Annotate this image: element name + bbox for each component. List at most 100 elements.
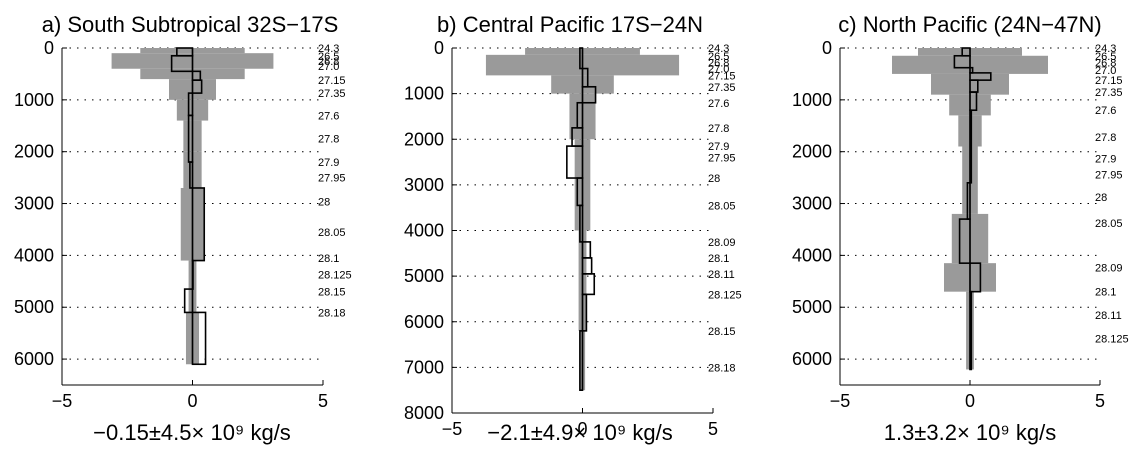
- density-label: 28.11: [1095, 310, 1122, 322]
- y-tick-label: 2000: [792, 142, 832, 162]
- density-label: 28.11: [708, 269, 735, 281]
- density-label: 28.1: [318, 253, 339, 265]
- density-label: 27.0: [1095, 65, 1116, 77]
- transport-bar: [579, 330, 584, 391]
- transport-bar: [183, 288, 194, 314]
- y-tick-label: 4000: [404, 221, 444, 241]
- y-tick-label: 3000: [14, 194, 54, 214]
- density-label: 28.125: [1095, 333, 1129, 345]
- transport-bar: [191, 311, 207, 366]
- transport-bar: [958, 218, 971, 264]
- density-label: 27.35: [318, 88, 346, 100]
- density-label: 24.3: [708, 43, 729, 55]
- density-label: 28.05: [1095, 218, 1123, 230]
- density-label: 26.8: [708, 58, 729, 70]
- x-tick-label: −5: [52, 391, 73, 411]
- density-label: 27.35: [708, 82, 736, 94]
- x-axis-label: −0.15±4.5× 10⁹ kg/s: [93, 420, 291, 445]
- y-tick-label: 6000: [792, 349, 832, 369]
- x-tick-label: 0: [187, 391, 197, 411]
- density-label: 26.5: [318, 51, 339, 63]
- density-label: 28.18: [318, 307, 346, 319]
- density-label: 27.6: [318, 110, 339, 122]
- density-label: 26.8: [1095, 58, 1116, 70]
- density-label: 26.5: [1095, 51, 1116, 63]
- y-tick-label: 2000: [404, 129, 444, 149]
- panel-north-pacific: c) North Pacific (24N−47N) 1.3±3.2× 10⁹ …: [792, 12, 1129, 445]
- density-label: 27.95: [1095, 170, 1123, 182]
- y-tick-label: 8000: [404, 403, 444, 423]
- x-tick-label: 0: [577, 419, 587, 439]
- density-label: 28.05: [708, 200, 736, 212]
- density-label: 27.95: [708, 153, 736, 165]
- density-label: 26.5: [708, 51, 729, 63]
- y-tick-label: 1000: [14, 90, 54, 110]
- density-label: 28: [1095, 192, 1107, 204]
- density-label: 28.125: [318, 270, 352, 282]
- density-label: 27.95: [318, 173, 346, 185]
- density-label: 27.8: [318, 134, 339, 146]
- y-tick-label: 5000: [792, 297, 832, 317]
- y-tick-label: 0: [822, 38, 832, 58]
- transport-bar: [969, 290, 973, 371]
- y-tick-label: 5000: [404, 266, 444, 286]
- density-label: 28.18: [708, 362, 736, 374]
- y-tick-label: 6000: [14, 349, 54, 369]
- transport-bar: [969, 91, 978, 112]
- transport-bar: [170, 54, 194, 73]
- density-label: 28.1: [708, 253, 729, 265]
- density-label: 26.8: [318, 56, 339, 68]
- transport-bar: [969, 72, 992, 81]
- x-tick-label: 5: [708, 419, 718, 439]
- density-label: 27.9: [1095, 153, 1116, 165]
- density-label: 28.125: [708, 289, 742, 301]
- transport-bar: [969, 262, 982, 293]
- density-label: 28: [708, 173, 720, 185]
- transport-bar: [191, 259, 194, 290]
- transport-bar: [191, 187, 206, 262]
- y-tick-label: 1000: [792, 90, 832, 110]
- y-tick-label: 3000: [792, 194, 832, 214]
- density-label: 28: [318, 196, 330, 208]
- density-label: 28.15: [318, 287, 346, 299]
- y-tick-label: 5000: [14, 297, 54, 317]
- y-tick-label: 0: [44, 38, 54, 58]
- x-tick-label: −5: [830, 391, 851, 411]
- x-tick-label: −5: [442, 419, 463, 439]
- panel-title: a) South Subtropical 32S−17S: [42, 12, 339, 37]
- density-label: 27.0: [318, 61, 339, 73]
- transport-bar: [566, 145, 584, 179]
- transport-bar: [581, 293, 588, 332]
- transport-bar: [191, 79, 203, 94]
- transport-bar: [969, 109, 973, 184]
- x-tick-label: 5: [318, 391, 328, 411]
- x-tick-label: 0: [965, 391, 975, 411]
- density-label: 27.0: [708, 64, 729, 76]
- y-tick-label: 6000: [404, 312, 444, 332]
- density-label: 27.15: [708, 70, 736, 82]
- panel-title: c) North Pacific (24N−47N): [838, 12, 1101, 37]
- density-label: 28.15: [708, 326, 736, 338]
- density-label: 27.6: [708, 98, 729, 110]
- transport-bar: [579, 204, 584, 243]
- panel-south-subtropical: a) South Subtropical 32S−17S −0.15±4.5× …: [14, 12, 352, 445]
- y-tick-label: 1000: [404, 84, 444, 104]
- density-label: 28.09: [1095, 262, 1123, 274]
- y-tick-label: 7000: [404, 357, 444, 377]
- density-label: 27.9: [318, 157, 339, 169]
- density-label: 24.3: [318, 43, 339, 55]
- panel-title: b) Central Pacific 17S−24N: [437, 12, 703, 37]
- density-label: 27.15: [318, 75, 346, 87]
- density-label: 24.3: [1095, 43, 1116, 55]
- transport-bar: [581, 273, 596, 296]
- transport-bar: [581, 85, 597, 104]
- density-label: 27.8: [1095, 132, 1116, 144]
- density-label: 27.9: [708, 141, 729, 153]
- x-axis-label: 1.3±3.2× 10⁹ kg/s: [884, 420, 1057, 445]
- density-label: 27.15: [1095, 75, 1123, 87]
- density-label: 28.09: [708, 237, 736, 249]
- x-tick-label: 5: [1095, 391, 1105, 411]
- y-tick-label: 3000: [404, 175, 444, 195]
- y-tick-label: 4000: [792, 245, 832, 265]
